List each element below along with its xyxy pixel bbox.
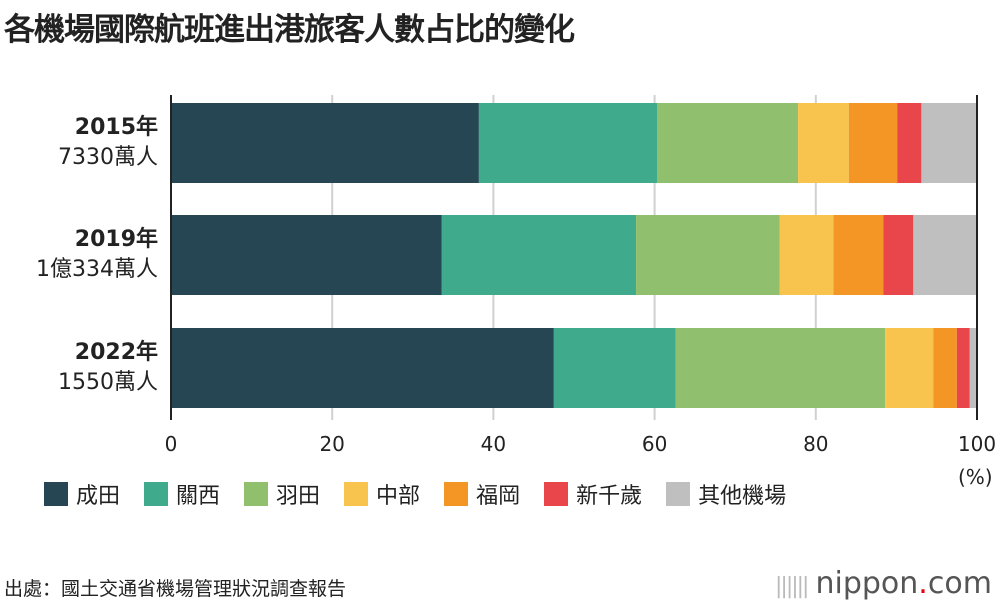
bar-segment-2019年-關西 bbox=[441, 215, 637, 295]
legend-item: 新千歲 bbox=[544, 478, 642, 510]
legend-swatch bbox=[144, 482, 169, 506]
total-label: 1億334萬人 bbox=[36, 257, 158, 282]
y-category-label: 2022年 1550萬人 bbox=[58, 338, 158, 398]
legend-swatch bbox=[544, 482, 569, 506]
legend: 成田 關西 羽田 中部 福岡 新千歲 其他機場 bbox=[44, 478, 786, 510]
legend-label: 福岡 bbox=[476, 484, 521, 509]
y-category-label: 2015年 7330萬人 bbox=[58, 113, 158, 173]
legend-item: 中部 bbox=[344, 478, 420, 510]
legend-item: 成田 bbox=[44, 478, 120, 510]
bar-segment-2015年-新千歲 bbox=[897, 103, 922, 183]
bar-segment-2022年-羽田 bbox=[675, 328, 886, 408]
bar-segment-2022年-新千歲 bbox=[956, 328, 970, 408]
year-label: 2015年 bbox=[74, 115, 158, 140]
bar-segment-2022年-成田 bbox=[171, 328, 554, 408]
year-label: 2022年 bbox=[74, 340, 158, 365]
legend-swatch bbox=[666, 482, 691, 506]
x-tick-label: 100 bbox=[957, 432, 997, 456]
bar-segment-2022年-關西 bbox=[553, 328, 676, 408]
bar-segment-2019年-羽田 bbox=[636, 215, 780, 295]
legend-swatch bbox=[244, 482, 269, 506]
y-category-label: 2019年 1億334萬人 bbox=[36, 225, 158, 285]
bar-segment-2019年-成田 bbox=[171, 215, 442, 295]
x-tick-label: 60 bbox=[641, 432, 668, 456]
bar-segment-2022年-福岡 bbox=[933, 328, 957, 408]
year-label: 2019年 bbox=[74, 227, 158, 252]
bar-segment-2015年-關西 bbox=[478, 103, 658, 183]
bar-segment-2015年-福岡 bbox=[848, 103, 898, 183]
legend-item: 羽田 bbox=[244, 478, 320, 510]
legend-swatch bbox=[444, 482, 469, 506]
x-tick-label: 20 bbox=[319, 432, 345, 456]
legend-label: 中部 bbox=[376, 484, 421, 509]
bar-segment-2019年-中部 bbox=[779, 215, 834, 295]
x-unit-label: (%) bbox=[958, 465, 993, 489]
bar-segment-2015年-中部 bbox=[798, 103, 849, 183]
bar-segment-2015年-其他機場 bbox=[921, 103, 977, 183]
legend-label: 其他機場 bbox=[698, 484, 787, 509]
bar-segment-2015年-羽田 bbox=[657, 103, 799, 183]
nippon-logo: |||||| nippon.com bbox=[775, 566, 992, 601]
source-note: 出處：國土交通省機場管理狀況調查報告 bbox=[4, 578, 347, 600]
legend-label: 羽田 bbox=[276, 484, 321, 509]
legend-item: 關西 bbox=[144, 478, 220, 510]
bar-segment-2022年-中部 bbox=[885, 328, 934, 408]
legend-swatch bbox=[44, 482, 68, 506]
chart-title: 各機場國際航班進出港旅客人數占比的變化 bbox=[4, 12, 575, 48]
legend-label: 關西 bbox=[176, 484, 221, 509]
bar-segment-2019年-其他機場 bbox=[913, 215, 977, 295]
x-tick-label: 80 bbox=[803, 432, 829, 456]
legend-item: 其他機場 bbox=[666, 478, 786, 510]
total-label: 1550萬人 bbox=[58, 370, 158, 395]
bar-segment-2022年-其他機場 bbox=[969, 328, 977, 408]
total-label: 7330萬人 bbox=[58, 145, 158, 170]
bar-segment-2019年-福岡 bbox=[833, 215, 884, 295]
legend-swatch bbox=[344, 482, 369, 506]
bar-segment-2015年-成田 bbox=[171, 103, 479, 183]
bar-segment-2019年-新千歲 bbox=[883, 215, 914, 295]
legend-item: 福岡 bbox=[444, 478, 520, 510]
x-tick-label: 0 bbox=[164, 432, 178, 456]
legend-label: 成田 bbox=[76, 484, 121, 509]
legend-label: 新千歲 bbox=[576, 484, 643, 509]
x-tick-label: 40 bbox=[480, 432, 507, 456]
